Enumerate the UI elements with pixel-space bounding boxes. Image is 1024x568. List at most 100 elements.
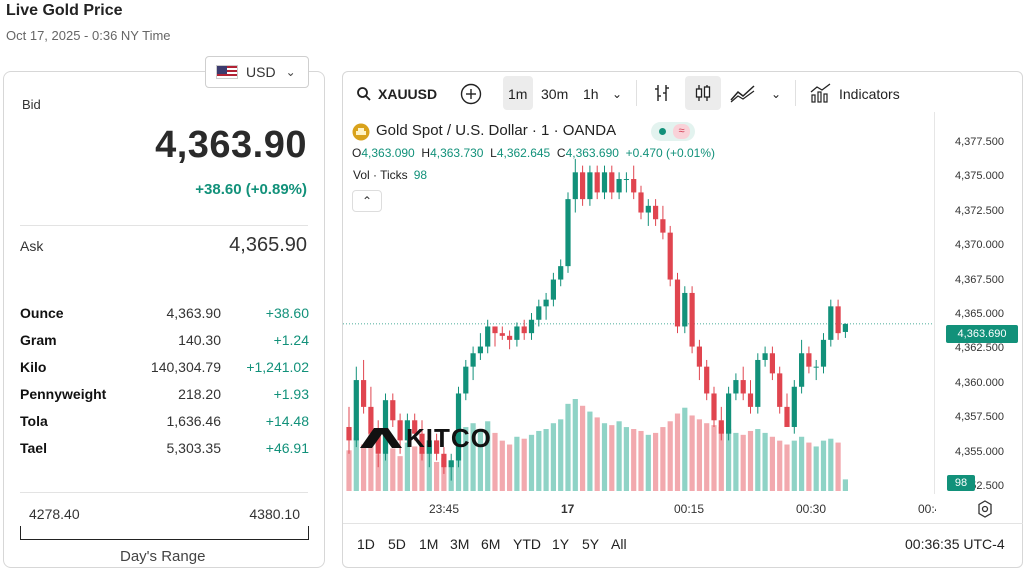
volume-bar: [733, 432, 739, 491]
candle-body: [784, 406, 790, 427]
collapse-legend-button[interactable]: ⌃: [352, 190, 382, 212]
price-tick: 4,357.500: [955, 411, 1004, 424]
interval-1m[interactable]: 1m: [508, 86, 528, 102]
volume-bar: [404, 442, 410, 491]
chart-settings-gear-icon[interactable]: [976, 500, 994, 518]
volume-bar: [594, 417, 600, 491]
volume-bar: [828, 438, 834, 491]
candle-body: [536, 306, 542, 320]
candle-body: [835, 306, 841, 334]
interval-1h[interactable]: 1h: [583, 86, 599, 102]
unit-change: +1.93: [273, 386, 309, 402]
volume-bar: [638, 430, 644, 491]
delayed-data-icon: ≈: [673, 124, 690, 139]
currency-select[interactable]: USD ⌄: [205, 56, 309, 88]
range-5d-button[interactable]: 5D: [388, 536, 406, 552]
range-ytd-button[interactable]: YTD: [513, 536, 541, 552]
candle-body: [667, 232, 673, 280]
unit-name: Tola: [20, 413, 48, 429]
candle-body: [397, 420, 403, 441]
candle-body: [645, 205, 651, 213]
candle-body: [434, 440, 440, 454]
candle-body: [806, 353, 812, 367]
legend-volume: Vol · Ticks 98: [353, 168, 428, 182]
volume-bar: [558, 419, 564, 491]
candlestick-icon[interactable]: [693, 83, 713, 103]
range-5y-button[interactable]: 5Y: [582, 536, 600, 552]
volume-bar: [441, 458, 447, 491]
candle-body: [638, 192, 644, 213]
candle-body: [565, 199, 571, 267]
range-6m-button[interactable]: 6M: [481, 536, 501, 552]
days-range-label: Day's Range: [120, 548, 206, 565]
range-all-button[interactable]: All: [611, 536, 627, 552]
volume-bar: [514, 436, 520, 491]
candle-body: [704, 366, 710, 394]
volume-bar: [426, 444, 432, 491]
candlestick-chart[interactable]: [343, 112, 934, 494]
compare-add-icon[interactable]: [459, 82, 483, 106]
chevron-down-icon[interactable]: ⌄: [612, 87, 623, 101]
indicators-button[interactable]: Indicators: [839, 86, 900, 102]
currency-label: USD: [246, 64, 276, 80]
candle-body: [769, 353, 775, 374]
clock-timezone[interactable]: 00:36:35 UTC-4: [905, 536, 1005, 552]
days-range-low: 4278.40: [29, 506, 80, 522]
unit-row: Pennyweight 218.20 +1.93: [20, 386, 309, 406]
candle-body: [828, 306, 834, 340]
price-tick: 4,360.000: [955, 376, 1004, 389]
bar-style-icon[interactable]: [652, 83, 672, 103]
indicators-icon[interactable]: [810, 83, 832, 103]
bid-label: Bid: [22, 97, 41, 112]
unit-name: Kilo: [20, 359, 47, 375]
range-1d-button[interactable]: 1D: [357, 536, 375, 552]
volume-bar: [740, 434, 746, 491]
days-range-bar: [20, 526, 309, 540]
range-1m-button[interactable]: 1M: [419, 536, 439, 552]
time-tick: 17: [561, 502, 575, 516]
chevron-down-icon[interactable]: ⌄: [771, 87, 782, 101]
unit-name: Pennyweight: [20, 386, 107, 402]
candle-body: [580, 172, 586, 200]
symbol-search[interactable]: XAUUSD: [378, 86, 438, 102]
candle-body: [353, 380, 359, 441]
price-tick: 4,375.000: [955, 170, 1004, 183]
volume-bar: [485, 421, 491, 491]
volume-bar: [777, 440, 783, 491]
area-style-icon[interactable]: [730, 83, 756, 103]
volume-bar: [470, 423, 476, 491]
candle-body: [346, 426, 352, 441]
price-tick: 4,355.000: [955, 445, 1004, 458]
volume-bar: [711, 425, 717, 491]
page-subtitle: Oct 17, 2025 - 0:36 NY Time: [6, 28, 171, 43]
unit-change: +1.24: [273, 332, 309, 348]
ask-label: Ask: [20, 238, 44, 254]
candle-body: [653, 205, 659, 220]
volume-bar: [806, 442, 812, 491]
candle-body: [594, 172, 600, 193]
volume-bar: [704, 423, 710, 491]
range-3m-button[interactable]: 3M: [450, 536, 470, 552]
bid-change: +38.60 (+0.89%): [195, 181, 307, 198]
unit-row: Ounce 4,363.90 +38.60: [20, 305, 309, 325]
candle-body: [507, 335, 513, 340]
market-status-pill[interactable]: ≈: [651, 122, 695, 141]
legend-title: Gold Spot / U.S. Dollar · 1 · OANDA: [376, 122, 617, 139]
candle-body: [361, 380, 367, 407]
volume-bar: [346, 450, 352, 491]
kitco-logo: KITCO: [358, 423, 492, 454]
volume-bar: [835, 442, 841, 491]
candle-body: [499, 333, 505, 336]
unit-row: Tola 1,636.46 +14.48: [20, 413, 309, 433]
kitco-logo-mark-icon: [360, 428, 402, 448]
candle-body: [587, 172, 593, 200]
divider: [343, 523, 1023, 524]
candle-body: [799, 353, 805, 387]
interval-30m[interactable]: 30m: [541, 86, 569, 102]
candle-body: [375, 433, 381, 454]
volume-bar: [769, 436, 775, 491]
candle-body: [492, 326, 498, 334]
range-1y-button[interactable]: 1Y: [552, 536, 570, 552]
candle-body: [696, 346, 702, 367]
search-icon[interactable]: [356, 86, 372, 102]
